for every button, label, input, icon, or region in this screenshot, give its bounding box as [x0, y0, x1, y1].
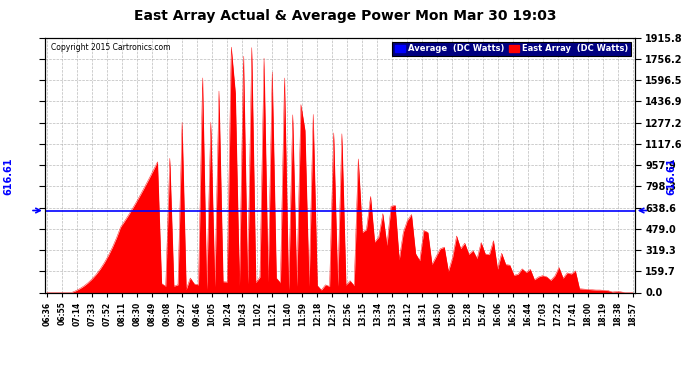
Text: 616.61: 616.61 — [667, 158, 676, 195]
Text: 616.61: 616.61 — [3, 158, 13, 195]
Text: East Array Actual & Average Power Mon Mar 30 19:03: East Array Actual & Average Power Mon Ma… — [134, 9, 556, 23]
Text: Copyright 2015 Cartronics.com: Copyright 2015 Cartronics.com — [51, 43, 170, 52]
Legend: Average  (DC Watts), East Array  (DC Watts): Average (DC Watts), East Array (DC Watts… — [392, 42, 631, 56]
